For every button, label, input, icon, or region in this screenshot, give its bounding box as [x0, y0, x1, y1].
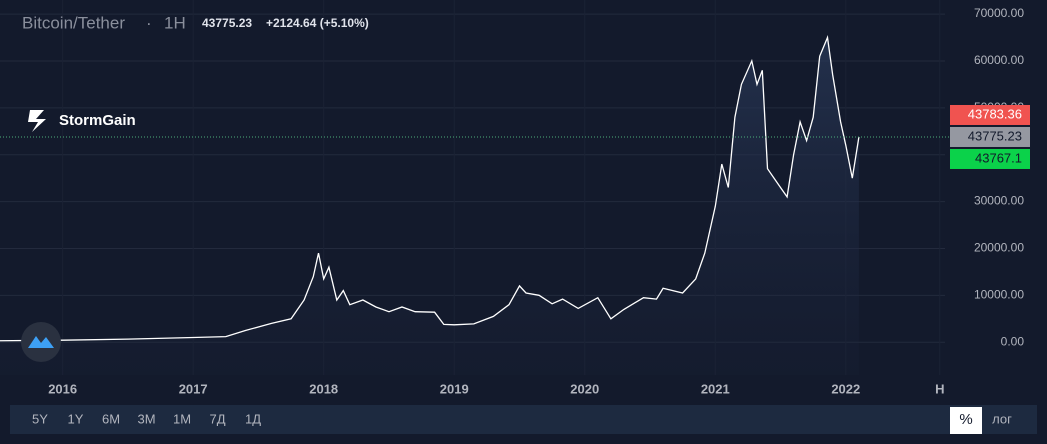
x-tick-label: 2016 [48, 381, 77, 396]
x-tick-label: 2017 [179, 381, 208, 396]
x-tick-label: 2018 [309, 381, 338, 396]
y-tick-label: 0.00 [1001, 334, 1025, 348]
y-tick-label: 30000.00 [974, 194, 1024, 208]
range-button[interactable]: 5Y [32, 411, 48, 426]
price-label-box [950, 126, 1030, 147]
area [0, 37, 859, 375]
range-button[interactable]: 7Д [209, 411, 225, 426]
x-tick-label: 2022 [831, 381, 860, 396]
range-button[interactable]: 1M [173, 411, 191, 426]
y-tick-label: 60000.00 [974, 53, 1024, 67]
y-tick-label: 20000.00 [974, 241, 1024, 255]
brand: StormGain [59, 112, 136, 129]
x-tick-label: Н [935, 381, 944, 396]
log-label[interactable]: лог [992, 411, 1012, 426]
price-label: 43767.1 [975, 150, 1022, 165]
range-button[interactable]: 3M [137, 411, 155, 426]
y-tick-label: 70000.00 [974, 6, 1024, 20]
range-button[interactable]: 1Y [68, 411, 84, 426]
price-label: 43783.36 [968, 106, 1022, 121]
price-line [0, 35, 860, 342]
interval: 1H [164, 13, 186, 32]
change: +2124.64 (+5.10%) [266, 16, 369, 30]
percent-label[interactable]: % [959, 411, 972, 428]
x-tick-label: 2020 [570, 381, 599, 396]
range-button[interactable]: 6M [102, 411, 120, 426]
price-label-box [950, 148, 1030, 169]
brand-logo [28, 110, 46, 132]
range-button[interactable]: 1Д [245, 411, 261, 426]
y-tick-label: 10000.00 [974, 287, 1024, 301]
x-tick-label: 2021 [701, 381, 730, 396]
plot [0, 13, 945, 375]
last-price: 43775.23 [202, 16, 252, 30]
toolbar [10, 405, 1037, 434]
price-label-box [950, 104, 1030, 125]
x-tick-label: 2019 [440, 381, 469, 396]
price-label: 43775.23 [968, 128, 1022, 143]
tv-logo [21, 322, 61, 362]
separator: · [146, 13, 152, 32]
symbol: Bitcoin/Tether [22, 13, 125, 32]
percent-button[interactable] [950, 407, 982, 434]
